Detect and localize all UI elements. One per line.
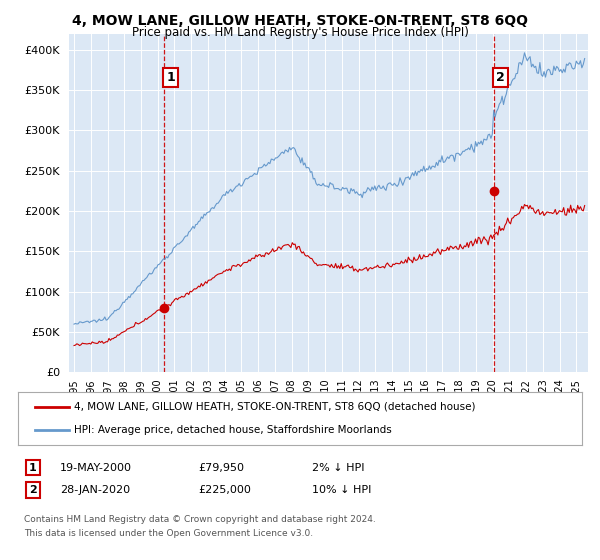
Text: £225,000: £225,000: [198, 485, 251, 495]
Text: Price paid vs. HM Land Registry's House Price Index (HPI): Price paid vs. HM Land Registry's House …: [131, 26, 469, 39]
Text: 2% ↓ HPI: 2% ↓ HPI: [312, 463, 365, 473]
Text: 1: 1: [167, 71, 175, 84]
Text: 19-MAY-2000: 19-MAY-2000: [60, 463, 132, 473]
Text: 4, MOW LANE, GILLOW HEATH, STOKE-ON-TRENT, ST8 6QQ (detached house): 4, MOW LANE, GILLOW HEATH, STOKE-ON-TREN…: [74, 402, 476, 412]
Text: 28-JAN-2020: 28-JAN-2020: [60, 485, 130, 495]
Text: HPI: Average price, detached house, Staffordshire Moorlands: HPI: Average price, detached house, Staf…: [74, 425, 392, 435]
Text: Contains HM Land Registry data © Crown copyright and database right 2024.: Contains HM Land Registry data © Crown c…: [24, 515, 376, 524]
Text: This data is licensed under the Open Government Licence v3.0.: This data is licensed under the Open Gov…: [24, 529, 313, 538]
Text: 1: 1: [29, 463, 37, 473]
Text: £79,950: £79,950: [198, 463, 244, 473]
Text: 2: 2: [496, 71, 505, 84]
Text: 2: 2: [29, 485, 37, 495]
Text: 4, MOW LANE, GILLOW HEATH, STOKE-ON-TRENT, ST8 6QQ: 4, MOW LANE, GILLOW HEATH, STOKE-ON-TREN…: [72, 14, 528, 28]
Text: 10% ↓ HPI: 10% ↓ HPI: [312, 485, 371, 495]
